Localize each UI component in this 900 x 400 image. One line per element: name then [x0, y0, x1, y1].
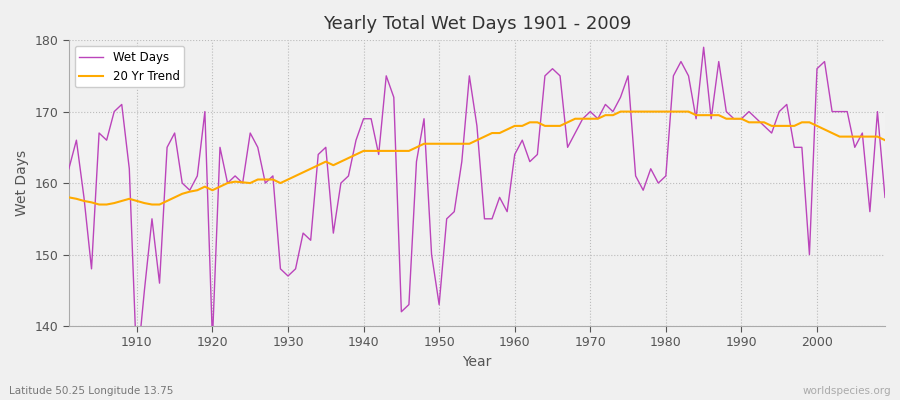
Wet Days — [879, 195, 890, 200]
Line: Wet Days: Wet Days — [68, 47, 885, 369]
Wet Days — [63, 166, 74, 171]
X-axis label: Year: Year — [463, 355, 491, 369]
Line: 20 Yr Trend: 20 Yr Trend — [68, 112, 885, 204]
20 Yr Trend — [131, 198, 142, 203]
20 Yr Trend — [608, 113, 618, 118]
20 Yr Trend — [509, 124, 520, 128]
Legend: Wet Days, 20 Yr Trend: Wet Days, 20 Yr Trend — [75, 46, 184, 87]
Wet Days — [698, 45, 709, 50]
Wet Days — [343, 174, 354, 178]
Wet Days — [517, 138, 527, 142]
20 Yr Trend — [615, 109, 626, 114]
Wet Days — [608, 109, 618, 114]
20 Yr Trend — [298, 170, 309, 175]
Text: Latitude 50.25 Longitude 13.75: Latitude 50.25 Longitude 13.75 — [9, 386, 174, 396]
20 Yr Trend — [63, 195, 74, 200]
Title: Yearly Total Wet Days 1901 - 2009: Yearly Total Wet Days 1901 - 2009 — [323, 15, 631, 33]
Bar — [68, 112, 885, 183]
20 Yr Trend — [517, 124, 527, 128]
Wet Days — [124, 166, 135, 171]
Wet Days — [131, 366, 142, 371]
20 Yr Trend — [879, 138, 890, 142]
Wet Days — [298, 231, 309, 236]
20 Yr Trend — [343, 156, 354, 160]
Y-axis label: Wet Days: Wet Days — [15, 150, 29, 216]
20 Yr Trend — [94, 202, 104, 207]
Wet Days — [509, 152, 520, 157]
Text: worldspecies.org: worldspecies.org — [803, 386, 891, 396]
